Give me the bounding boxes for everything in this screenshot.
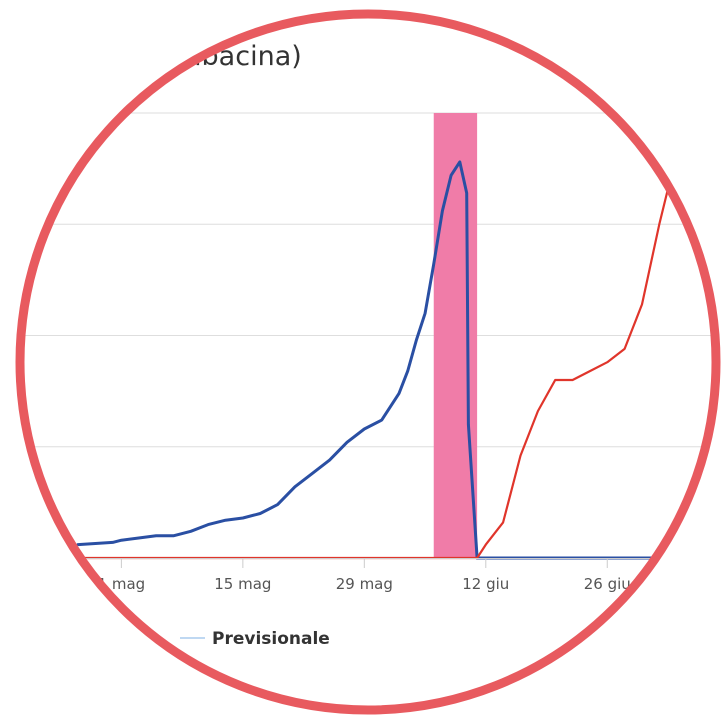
x-tick-label: 15 mag	[214, 575, 271, 593]
x-tick-label: 26 giu	[584, 575, 631, 593]
legend[interactable]: Previsionale	[180, 629, 330, 649]
x-axis: 1 mag 15 mag 29 mag 12 giu 26 giu	[20, 558, 716, 593]
series-group	[76, 160, 670, 560]
x-tick-label: 12 giu	[462, 575, 509, 593]
frame-ring	[15, 9, 721, 715]
x-tick-label: 29 mag	[336, 575, 393, 593]
series-line-1	[76, 160, 670, 560]
series-line-2	[76, 187, 670, 560]
highlight-band	[433, 113, 478, 558]
highlight-band-group	[433, 113, 478, 558]
legend-item-label[interactable]: Previsionale	[212, 629, 330, 649]
